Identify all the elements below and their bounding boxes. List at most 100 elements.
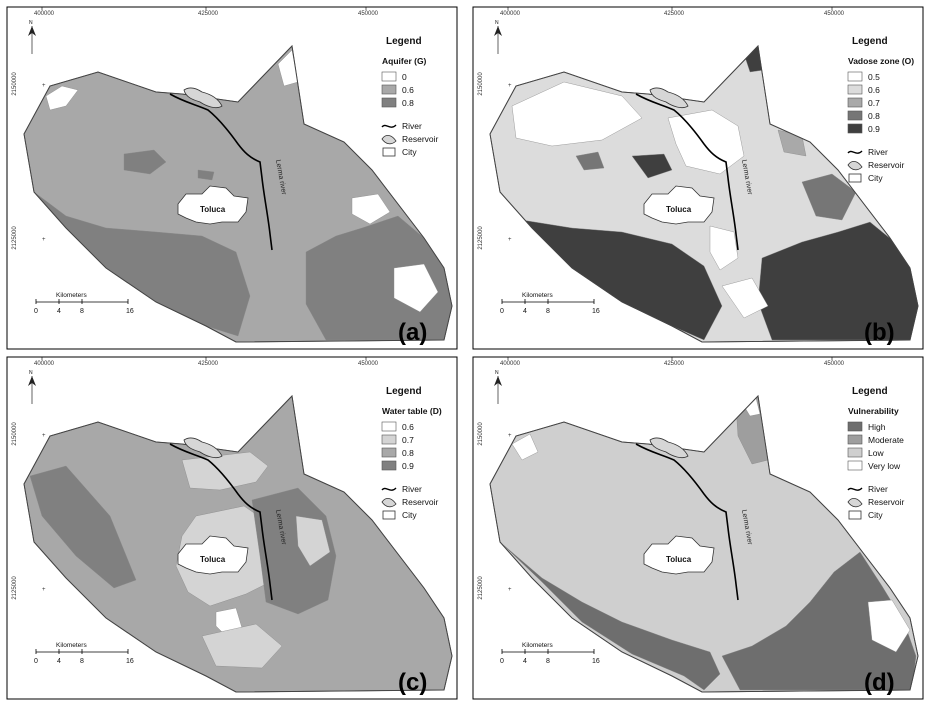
legend-title: Legend [386,386,422,397]
study-area-outline [23,44,453,343]
class-zone [575,151,605,171]
study-area-outline [489,44,919,343]
scale-title: Kilometers [56,292,87,299]
legend-swatch [847,434,863,445]
legend-city-symbol [848,510,862,520]
class-zone [45,85,79,111]
class-zone [393,263,439,313]
class-zone [667,109,745,175]
legend-class-label: 0.9 [402,461,414,471]
city-polygon [643,535,715,575]
legend-title: Legend [852,36,888,47]
class-zones [491,46,918,341]
legend-swatch [381,421,397,432]
legend-reservoir-label: Reservoir [402,497,439,507]
legend-city-label: City [402,510,417,520]
scale-tick-label: 0 [34,658,38,665]
legend-city-symbol [848,173,862,183]
grid-cross: + [42,83,46,89]
class-zone [201,623,283,669]
class-zone [29,465,137,589]
class-zone [721,277,769,319]
legend-city-symbol [382,510,396,520]
legend-swatch [847,447,863,458]
scale-title: Kilometers [522,642,553,649]
map-panel-a: 400000 425000 450000 2150000 +2125000 + Toluca… [6,6,458,351]
north-letter: N [29,20,33,26]
scale-tick-label: 0 [500,308,504,315]
legend-title: Legend [852,386,888,397]
grid-cross: + [42,237,46,243]
x-tick-label: 425000 [664,11,685,17]
class-zone [801,173,857,221]
city-label: Toluca [200,205,226,214]
legend-class-label: 0.9 [868,124,880,134]
legend-subtitle: Vadose zone (O) [848,56,914,66]
class-zone [511,433,539,461]
y-tick-label: 2150000 [12,422,18,446]
legend-class-label: 0 [402,72,407,82]
class-zone [123,149,167,175]
scale-tick-label: 8 [546,308,550,315]
x-tick-label: 450000 [824,11,845,17]
scale-tick-label: 4 [57,308,61,315]
grid-cross: + [508,587,512,593]
class-zones [29,451,337,669]
x-tick-label: 400000 [500,11,521,17]
legend-class-label: 0.6 [402,422,414,432]
class-zone [197,169,215,181]
grid-cross: + [42,433,46,439]
scale-tick-label: 16 [592,308,600,315]
scale-tick-label: 16 [592,658,600,665]
legend-river-label: River [868,147,888,157]
legend-swatch [381,71,397,82]
y-tick-label: 2125000 [12,226,18,250]
legend-class-label: High [868,422,886,432]
study-area-outline [23,394,453,693]
legend-class-label: 0.6 [868,85,880,95]
legend-swatch [381,84,397,95]
y-tick-label: 2125000 [478,576,484,600]
map-svg-c: 400000 425000 450000 2150000 +2125000 + Toluca… [6,356,458,700]
panel-label: (a) [398,319,427,346]
city-polygon [177,185,249,225]
class-zones [499,396,917,691]
legend-swatch [381,434,397,445]
x-tick-label: 400000 [34,11,55,17]
legend-reservoir-symbol [847,498,863,508]
river-line [635,93,739,251]
legend-title: Legend [386,36,422,47]
scale-tick-label: 4 [523,308,527,315]
grid-cross: + [42,587,46,593]
class-zone [351,193,391,225]
legend-reservoir-label: Reservoir [402,134,439,144]
legend-river-symbol [847,150,863,154]
x-tick-label: 425000 [664,361,685,367]
legend-swatch [847,421,863,432]
city-label: Toluca [666,205,692,214]
legend-river-symbol [381,124,397,128]
legend-class-label: Low [868,448,884,458]
y-tick-label: 2150000 [12,72,18,96]
reservoir-polygon [649,87,689,109]
north-letter: N [495,370,499,376]
scale-title: Kilometers [522,292,553,299]
legend-swatch [847,71,863,82]
map-panel-d: 400000 425000 450000 2150000 +2125000 + Toluca… [472,356,924,701]
y-tick-label: 2150000 [478,72,484,96]
legend-river-label: River [402,484,422,494]
scale-title: Kilometers [56,642,87,649]
legend-class-label: 0.8 [868,111,880,121]
city-label: Toluca [666,555,692,564]
river-line [169,93,273,251]
legend-class-label: Very low [868,461,901,471]
legend-swatch [381,447,397,458]
panel-label: (b) [864,319,895,346]
grid-cross: + [508,433,512,439]
x-tick-label: 400000 [34,361,55,367]
north-letter: N [29,370,33,376]
legend-river-label: River [868,484,888,494]
grid-cross: + [508,83,512,89]
river-line [169,443,273,601]
legend-class-label: 0.7 [402,435,414,445]
